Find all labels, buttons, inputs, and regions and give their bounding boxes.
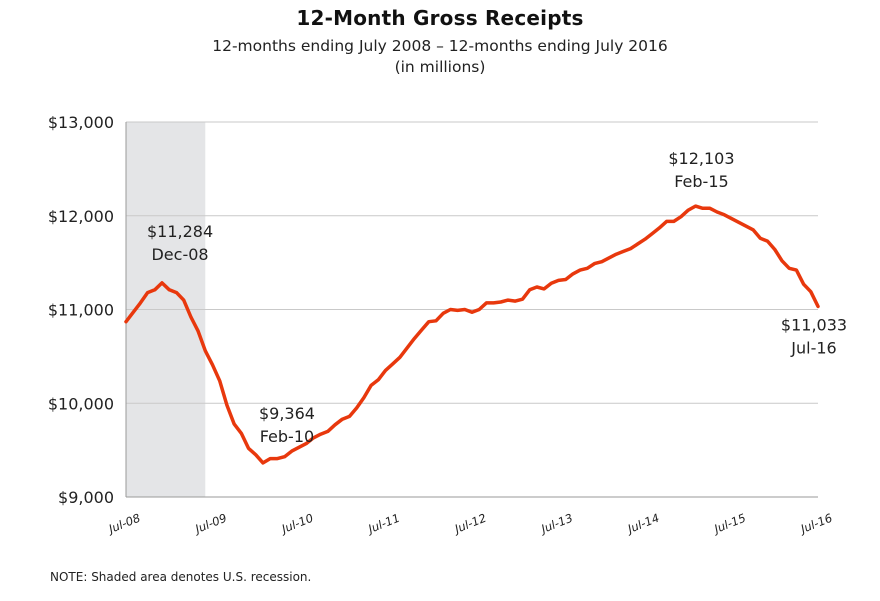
annotation-date: Feb-15 bbox=[674, 172, 728, 191]
y-tick-label: $13,000 bbox=[48, 113, 114, 132]
y-tick-label: $12,000 bbox=[48, 207, 114, 226]
x-tick-label: Jul-13 bbox=[537, 511, 574, 537]
y-tick-label: $11,000 bbox=[48, 301, 114, 320]
subtitle-line-2: (in millions) bbox=[394, 58, 486, 76]
subtitle-line-1: 12-months ending July 2008 – 12-months e… bbox=[212, 37, 668, 55]
x-tick-label: Jul-12 bbox=[451, 511, 488, 537]
y-tick-label: $10,000 bbox=[48, 394, 114, 413]
chart-note: NOTE: Shaded area denotes U.S. recession… bbox=[50, 570, 312, 584]
y-tick-label: $9,000 bbox=[58, 488, 114, 507]
annotation-value: $11,033 bbox=[781, 315, 847, 334]
annotation-date: Jul-16 bbox=[790, 338, 836, 357]
chart-title: 12-Month Gross Receipts bbox=[296, 6, 584, 30]
x-tick-label: Jul-09 bbox=[191, 511, 228, 537]
x-tick-label: Jul-16 bbox=[797, 511, 834, 537]
chart-subtitle: 12-months ending July 2008 – 12-months e… bbox=[0, 36, 880, 78]
annotation-value: $9,364 bbox=[259, 404, 315, 423]
x-tick-label: Jul-15 bbox=[710, 511, 747, 537]
x-tick-label: Jul-11 bbox=[364, 511, 401, 537]
annotation-value: $12,103 bbox=[668, 149, 734, 168]
annotation-value: $11,284 bbox=[147, 222, 213, 241]
annotation-date: Dec-08 bbox=[151, 245, 208, 264]
series-line bbox=[124, 204, 820, 465]
x-tick-label: Jul-10 bbox=[278, 511, 315, 537]
annotation-date: Feb-10 bbox=[260, 427, 314, 446]
x-tick-label: Jul-08 bbox=[105, 511, 142, 537]
x-tick-label: Jul-14 bbox=[624, 511, 661, 537]
